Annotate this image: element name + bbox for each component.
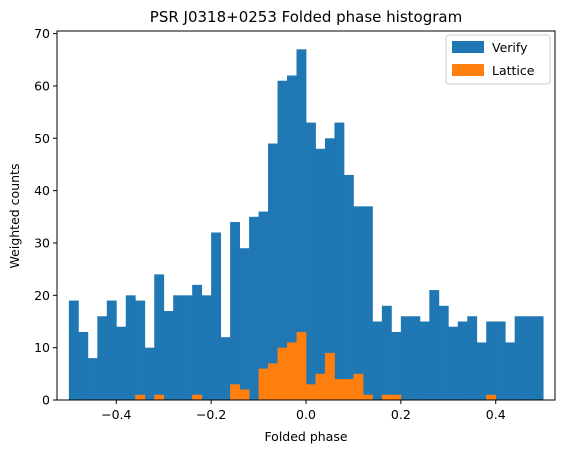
verify-bar xyxy=(211,232,222,400)
verify-bar xyxy=(514,316,525,400)
verify-bar xyxy=(533,316,544,400)
verify-bar xyxy=(486,321,497,400)
verify-bar xyxy=(362,206,373,400)
verify-bar xyxy=(505,342,516,400)
lattice-bar xyxy=(362,394,373,400)
verify-bar xyxy=(315,148,326,400)
legend-swatch-lattice xyxy=(452,64,484,76)
lattice-bar xyxy=(296,331,307,400)
verify-bar xyxy=(125,295,136,400)
x-axis-label: Folded phase xyxy=(264,429,347,444)
verify-bar xyxy=(381,305,392,400)
lattice-bar xyxy=(391,394,402,400)
verify-bar xyxy=(182,295,193,400)
verify-bar xyxy=(287,75,297,400)
verify-bar xyxy=(258,211,269,400)
x-tick-label: −0.4 xyxy=(101,407,131,422)
lattice-bar xyxy=(230,384,240,400)
lattice-bar xyxy=(277,347,288,400)
verify-bar xyxy=(372,321,383,400)
x-axis-ticks: −0.4 −0.2 0.0 0.2 0.4 xyxy=(101,400,506,422)
verify-bar xyxy=(524,316,535,400)
y-axis-ticks: 0 10 20 30 40 50 60 70 xyxy=(34,26,57,408)
verify-bar xyxy=(495,321,506,400)
verify-bar xyxy=(448,326,459,400)
verify-bar xyxy=(306,122,316,401)
lattice-bar xyxy=(239,389,250,400)
lattice-bar xyxy=(268,363,278,400)
verify-bar xyxy=(144,347,155,400)
lattice-bar xyxy=(334,379,345,400)
verify-bar xyxy=(230,222,240,400)
y-axis-label: Weighted counts xyxy=(7,164,22,269)
legend-label-verify: Verify xyxy=(492,40,528,55)
verify-bar xyxy=(391,331,402,400)
lattice-bar xyxy=(154,394,165,400)
verify-bar xyxy=(296,49,307,400)
y-tick-label: 50 xyxy=(34,131,50,146)
verify-bars xyxy=(68,49,544,401)
lattice-bar xyxy=(287,342,297,400)
legend: Verify Lattice xyxy=(445,34,551,85)
lattice-bar xyxy=(135,394,146,400)
verify-bar xyxy=(201,295,212,400)
verify-bar xyxy=(334,122,345,401)
verify-bar xyxy=(429,290,440,400)
verify-bar xyxy=(400,316,411,400)
verify-bar xyxy=(116,326,127,400)
verify-bar xyxy=(220,337,231,400)
lattice-bar xyxy=(486,394,497,400)
verify-bar xyxy=(239,248,250,400)
y-tick-label: 70 xyxy=(34,26,50,41)
verify-bar xyxy=(78,331,89,400)
lattice-bars xyxy=(135,331,497,400)
x-tick-label: 0.4 xyxy=(486,407,506,422)
verify-bar xyxy=(97,316,108,400)
y-tick-label: 30 xyxy=(34,235,50,250)
verify-bar xyxy=(438,305,449,400)
y-tick-label: 60 xyxy=(34,78,50,93)
verify-bar xyxy=(135,300,146,400)
verify-bar xyxy=(343,174,354,400)
y-tick-label: 0 xyxy=(42,393,50,408)
lattice-bar xyxy=(192,394,203,400)
x-tick-label: 0.0 xyxy=(296,407,316,422)
verify-bar xyxy=(106,300,117,400)
y-tick-label: 40 xyxy=(34,183,50,198)
verify-bar xyxy=(353,206,364,400)
lattice-bar xyxy=(324,352,335,400)
lattice-bar xyxy=(381,394,392,400)
lattice-bar xyxy=(343,379,354,400)
lattice-bar xyxy=(258,368,269,400)
verify-bar xyxy=(476,342,487,400)
x-tick-label: −0.2 xyxy=(196,407,226,422)
x-tick-label: 0.2 xyxy=(391,407,411,422)
verify-bar xyxy=(173,295,184,400)
verify-bar xyxy=(467,316,478,400)
verify-bar xyxy=(154,274,165,400)
lattice-bar xyxy=(315,373,326,400)
verify-bar xyxy=(68,300,79,400)
verify-bar xyxy=(457,321,468,400)
verify-bar xyxy=(87,358,98,400)
verify-bar xyxy=(249,216,259,400)
legend-label-lattice: Lattice xyxy=(492,63,535,78)
verify-bar xyxy=(324,138,335,401)
verify-bar xyxy=(410,316,421,400)
lattice-bar xyxy=(353,373,364,400)
verify-bar xyxy=(277,80,288,401)
lattice-bar xyxy=(306,384,316,400)
verify-bar xyxy=(163,311,174,400)
y-tick-label: 10 xyxy=(34,340,50,355)
chart-title: PSR J0318+0253 Folded phase histogram xyxy=(150,8,462,26)
y-tick-label: 20 xyxy=(34,288,50,303)
legend-swatch-verify xyxy=(452,41,484,53)
verify-bar xyxy=(268,143,278,400)
verify-bar xyxy=(192,284,203,400)
verify-bar xyxy=(419,321,430,400)
